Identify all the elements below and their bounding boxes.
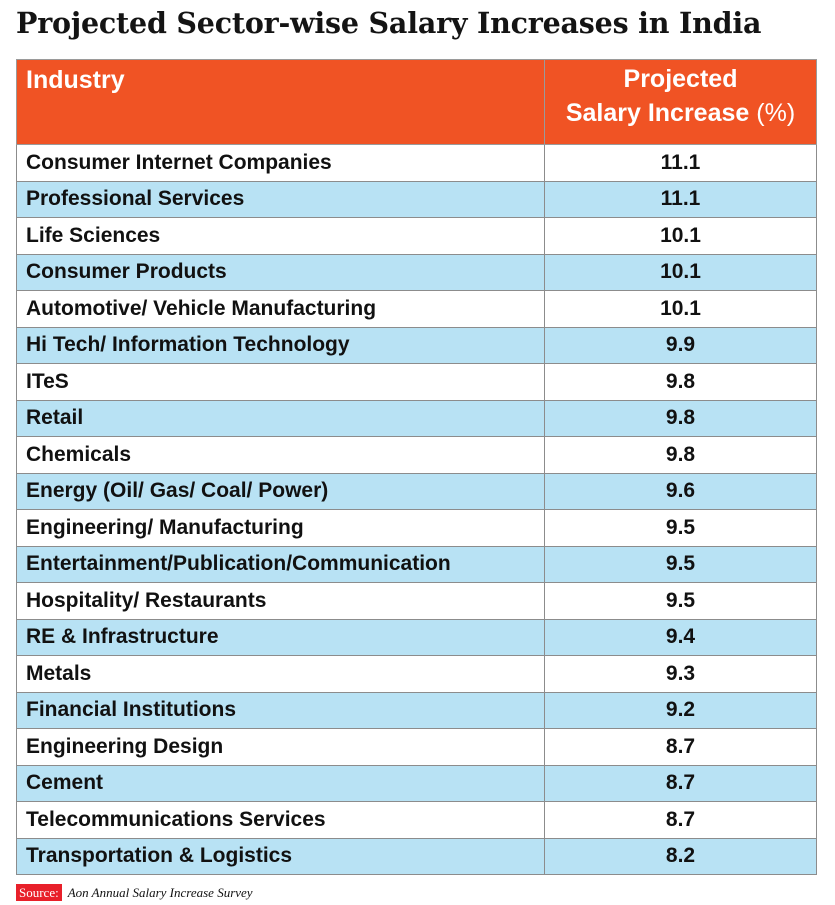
industry-cell: Hi Tech/ Information Technology xyxy=(16,326,545,364)
table-row: Consumer Internet Companies 11.1 xyxy=(16,144,817,182)
table-row: Consumer Products 10.1 xyxy=(16,253,817,291)
increase-value-cell: 9.8 xyxy=(544,436,817,474)
source-text: Aon Annual Salary Increase Survey xyxy=(67,884,253,900)
industry-cell: Professional Services xyxy=(16,180,545,218)
industry-cell: Life Sciences xyxy=(16,217,545,255)
table-row: Automotive/ Vehicle Manufacturing 10.1 xyxy=(16,290,817,328)
table-row: Financial Institutions 9.2 xyxy=(16,691,817,729)
industry-cell: ITeS xyxy=(16,363,545,401)
industry-cell: Consumer Products xyxy=(16,253,545,291)
industry-cell: Consumer Internet Companies xyxy=(16,144,545,182)
table-row: Retail 9.8 xyxy=(16,399,817,437)
table-row: Chemicals 9.8 xyxy=(16,436,817,474)
increase-value-cell: 8.7 xyxy=(544,801,817,839)
increase-value-cell: 8.7 xyxy=(544,764,817,802)
increase-value-cell: 10.1 xyxy=(544,253,817,291)
table-row: Metals 9.3 xyxy=(16,655,817,693)
table-row: RE & Infrastructure 9.4 xyxy=(16,618,817,656)
table-row: Cement 8.7 xyxy=(16,764,817,802)
industry-cell: Energy (Oil/ Gas/ Coal/ Power) xyxy=(16,472,545,510)
header-projected-line1: Projected xyxy=(623,65,738,93)
industry-cell: Entertainment/Publication/Communication xyxy=(16,545,545,583)
table-row: Engineering/ Manufacturing 9.5 xyxy=(16,509,817,547)
increase-value-cell: 8.7 xyxy=(544,728,817,766)
table-row: Energy (Oil/ Gas/ Coal/ Power) 9.6 xyxy=(16,472,817,510)
table-row: Hi Tech/ Information Technology 9.9 xyxy=(16,326,817,364)
table-body: Consumer Internet Companies 11.1 Professio… xyxy=(16,144,817,875)
table-row: Telecommunications Services 8.7 xyxy=(16,801,817,839)
source-label: Source: xyxy=(16,884,62,901)
industry-cell: Cement xyxy=(16,764,545,802)
header-unit: (%) xyxy=(756,99,796,127)
chart-title: Projected Sector-wise Salary Increases i… xyxy=(16,6,762,40)
increase-value-cell: 9.2 xyxy=(544,691,817,729)
table-row: ITeS 9.8 xyxy=(16,363,817,401)
industry-cell: Retail xyxy=(16,399,545,437)
increase-value-cell: 10.1 xyxy=(544,290,817,328)
increase-value-cell: 9.4 xyxy=(544,618,817,656)
table-row: Engineering Design 8.7 xyxy=(16,728,817,766)
header-projected-increase: Projected Salary Increase (%) xyxy=(544,59,817,145)
industry-cell: Transportation & Logistics xyxy=(16,837,545,875)
table-row: Transportation & Logistics 8.2 xyxy=(16,837,817,875)
industry-cell: Hospitality/ Restaurants xyxy=(16,582,545,620)
industry-cell: Financial Institutions xyxy=(16,691,545,729)
industry-cell: Metals xyxy=(16,655,545,693)
increase-value-cell: 9.8 xyxy=(544,399,817,437)
data-table: Industry Projected Salary Increase (%) C… xyxy=(16,59,817,875)
industry-cell: Engineering/ Manufacturing xyxy=(16,509,545,547)
increase-value-cell: 9.3 xyxy=(544,655,817,693)
industry-cell: Automotive/ Vehicle Manufacturing xyxy=(16,290,545,328)
industry-cell: Chemicals xyxy=(16,436,545,474)
increase-value-cell: 10.1 xyxy=(544,217,817,255)
table-header-row: Industry Projected Salary Increase (%) xyxy=(16,59,817,145)
table-row: Entertainment/Publication/Communication 9… xyxy=(16,545,817,583)
increase-value-cell: 9.5 xyxy=(544,545,817,583)
increase-value-cell: 11.1 xyxy=(544,144,817,182)
increase-value-cell: 9.9 xyxy=(544,326,817,364)
industry-cell: Engineering Design xyxy=(16,728,545,766)
table-row: Hospitality/ Restaurants 9.5 xyxy=(16,582,817,620)
table-row: Professional Services 11.1 xyxy=(16,180,817,218)
header-projected-line2: Salary Increase (%) xyxy=(545,96,816,130)
industry-cell: RE & Infrastructure xyxy=(16,618,545,656)
increase-value-cell: 8.2 xyxy=(544,837,817,875)
increase-value-cell: 11.1 xyxy=(544,180,817,218)
source-note: Source: Aon Annual Salary Increase Surve… xyxy=(16,884,253,901)
table-row: Life Sciences 10.1 xyxy=(16,217,817,255)
increase-value-cell: 9.6 xyxy=(544,472,817,510)
header-salary-increase: Salary Increase xyxy=(565,99,750,127)
header-industry: Industry xyxy=(16,59,545,145)
increase-value-cell: 9.5 xyxy=(544,509,817,547)
salary-table: Industry Projected Salary Increase (%) C… xyxy=(16,59,817,875)
industry-cell: Telecommunications Services xyxy=(16,801,545,839)
increase-value-cell: 9.5 xyxy=(544,582,817,620)
increase-value-cell: 9.8 xyxy=(544,363,817,401)
